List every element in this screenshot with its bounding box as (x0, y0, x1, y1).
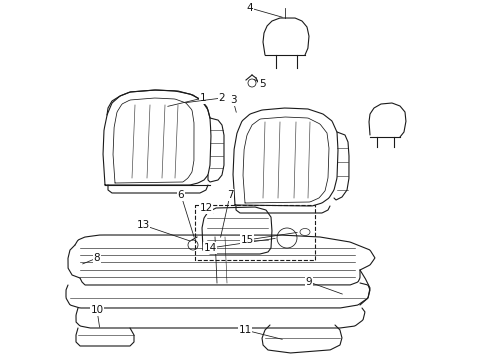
Text: 1: 1 (200, 93, 206, 103)
Text: 5: 5 (259, 79, 265, 89)
Text: 11: 11 (238, 325, 252, 335)
Text: 7: 7 (227, 190, 233, 200)
Text: 12: 12 (199, 203, 213, 213)
Text: 2: 2 (219, 93, 225, 103)
Text: 13: 13 (136, 220, 149, 230)
Text: 14: 14 (203, 243, 217, 253)
Text: 15: 15 (241, 235, 254, 245)
Text: 4: 4 (246, 3, 253, 13)
Text: 6: 6 (178, 190, 184, 200)
Text: 9: 9 (306, 277, 312, 287)
Bar (195, 205, 315, 260)
Text: 8: 8 (94, 253, 100, 263)
Text: 3: 3 (230, 95, 236, 105)
Text: 10: 10 (91, 305, 103, 315)
